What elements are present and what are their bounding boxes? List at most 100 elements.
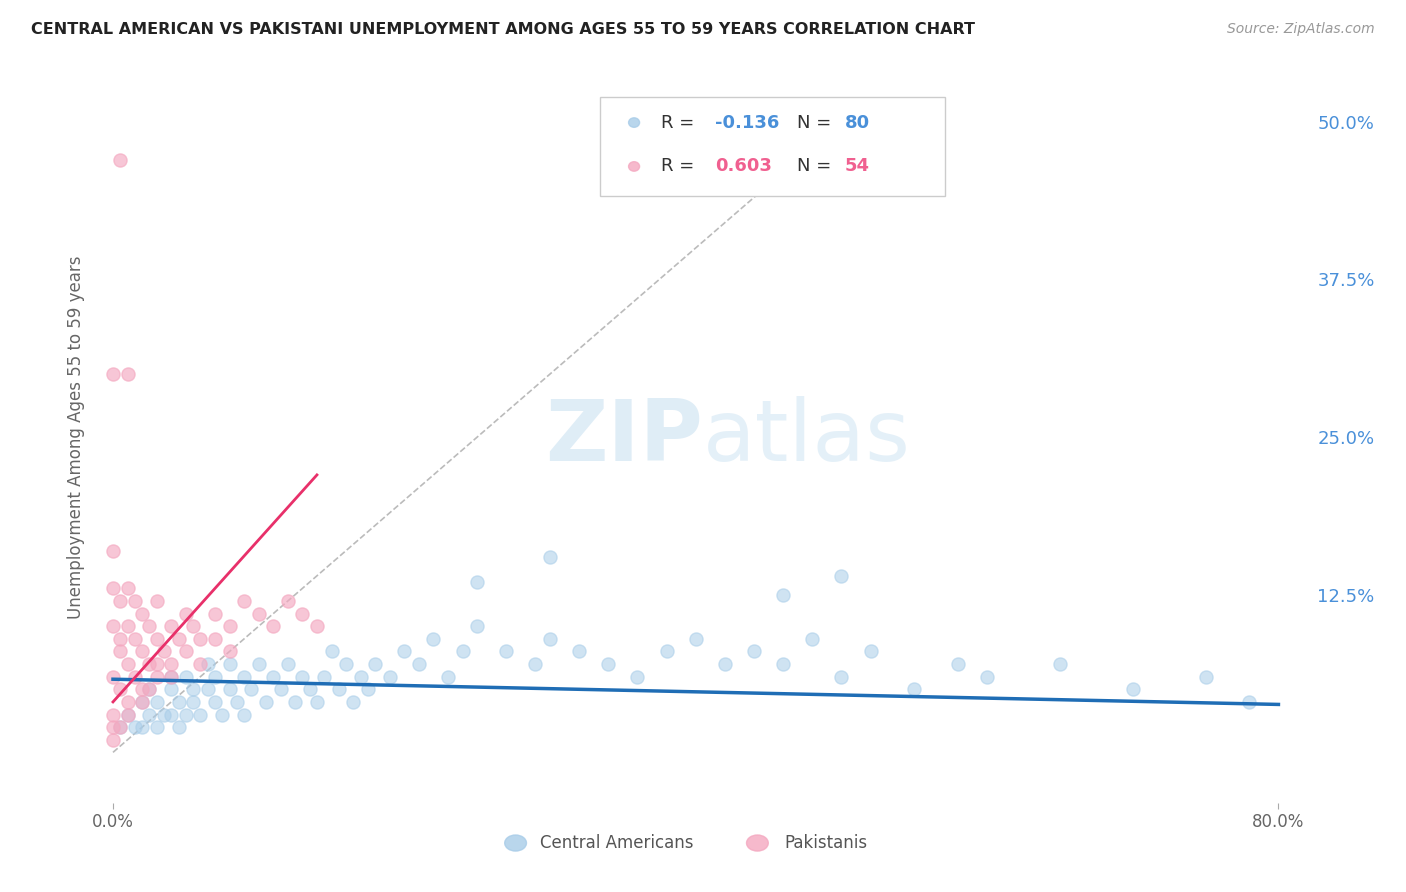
Point bbox=[131, 682, 153, 697]
Point bbox=[218, 619, 240, 633]
Point bbox=[145, 632, 167, 646]
Point bbox=[124, 594, 146, 608]
Point bbox=[830, 569, 852, 583]
Point bbox=[350, 670, 373, 684]
Point bbox=[174, 644, 197, 658]
Point bbox=[174, 707, 197, 722]
Point bbox=[247, 607, 270, 621]
Point bbox=[247, 657, 270, 671]
Point bbox=[314, 670, 336, 684]
Point bbox=[124, 632, 146, 646]
Point bbox=[277, 594, 299, 608]
Point bbox=[153, 707, 176, 722]
Point bbox=[538, 632, 561, 646]
Point bbox=[181, 619, 204, 633]
Point bbox=[1122, 682, 1144, 697]
Point bbox=[110, 720, 132, 734]
Ellipse shape bbox=[747, 835, 768, 851]
Point bbox=[174, 607, 197, 621]
Text: Central Americans: Central Americans bbox=[540, 834, 693, 852]
Point bbox=[298, 682, 321, 697]
Point bbox=[859, 644, 882, 658]
FancyBboxPatch shape bbox=[600, 97, 945, 195]
Point bbox=[342, 695, 364, 709]
Text: -0.136: -0.136 bbox=[716, 113, 779, 131]
Point bbox=[801, 632, 824, 646]
Point bbox=[408, 657, 430, 671]
Point bbox=[714, 657, 737, 671]
Point bbox=[138, 682, 160, 697]
Point bbox=[204, 670, 226, 684]
Point bbox=[153, 644, 176, 658]
Text: Source: ZipAtlas.com: Source: ZipAtlas.com bbox=[1227, 22, 1375, 37]
Point bbox=[117, 707, 139, 722]
Point bbox=[1049, 657, 1071, 671]
Point bbox=[174, 670, 197, 684]
Point bbox=[190, 707, 212, 722]
Point bbox=[101, 670, 124, 684]
Point bbox=[655, 644, 678, 658]
Point bbox=[335, 657, 357, 671]
Text: ZIP: ZIP bbox=[546, 395, 703, 479]
Point bbox=[131, 695, 153, 709]
Point bbox=[124, 670, 146, 684]
Point bbox=[131, 644, 153, 658]
Point bbox=[291, 670, 314, 684]
Point bbox=[117, 367, 139, 381]
Point bbox=[110, 682, 132, 697]
Point bbox=[495, 644, 517, 658]
Point bbox=[451, 644, 474, 658]
Point bbox=[131, 695, 153, 709]
Ellipse shape bbox=[628, 161, 640, 171]
Point bbox=[160, 670, 183, 684]
Point bbox=[524, 657, 547, 671]
Point bbox=[218, 644, 240, 658]
Point bbox=[218, 682, 240, 697]
Point bbox=[181, 695, 204, 709]
Point bbox=[364, 657, 387, 671]
Point bbox=[742, 644, 765, 658]
Point bbox=[262, 670, 284, 684]
Point bbox=[190, 632, 212, 646]
Point bbox=[568, 644, 591, 658]
Point bbox=[145, 720, 167, 734]
Point bbox=[131, 607, 153, 621]
Point bbox=[145, 695, 167, 709]
Point bbox=[218, 657, 240, 671]
Point bbox=[124, 720, 146, 734]
Point bbox=[772, 657, 794, 671]
Point bbox=[1239, 695, 1261, 709]
Point bbox=[225, 695, 247, 709]
Point bbox=[101, 707, 124, 722]
Point bbox=[160, 657, 183, 671]
Point bbox=[160, 619, 183, 633]
Point bbox=[233, 670, 256, 684]
Point bbox=[291, 607, 314, 621]
Point bbox=[101, 543, 124, 558]
Point bbox=[138, 707, 160, 722]
Point bbox=[117, 695, 139, 709]
Y-axis label: Unemployment Among Ages 55 to 59 years: Unemployment Among Ages 55 to 59 years bbox=[66, 255, 84, 619]
Point bbox=[357, 682, 380, 697]
Point bbox=[240, 682, 263, 697]
Point bbox=[394, 644, 416, 658]
Point bbox=[284, 695, 307, 709]
Point bbox=[101, 732, 124, 747]
Point bbox=[138, 682, 160, 697]
Ellipse shape bbox=[505, 835, 526, 851]
Point bbox=[160, 670, 183, 684]
Point bbox=[160, 682, 183, 697]
Point bbox=[270, 682, 292, 697]
Point bbox=[465, 619, 488, 633]
Point bbox=[110, 153, 132, 167]
Point bbox=[145, 670, 167, 684]
Ellipse shape bbox=[628, 118, 640, 128]
Point bbox=[138, 619, 160, 633]
Point bbox=[117, 707, 139, 722]
Point bbox=[197, 682, 219, 697]
Point bbox=[101, 720, 124, 734]
Point bbox=[101, 619, 124, 633]
Point bbox=[167, 695, 190, 709]
Point bbox=[305, 619, 328, 633]
Point bbox=[204, 632, 226, 646]
